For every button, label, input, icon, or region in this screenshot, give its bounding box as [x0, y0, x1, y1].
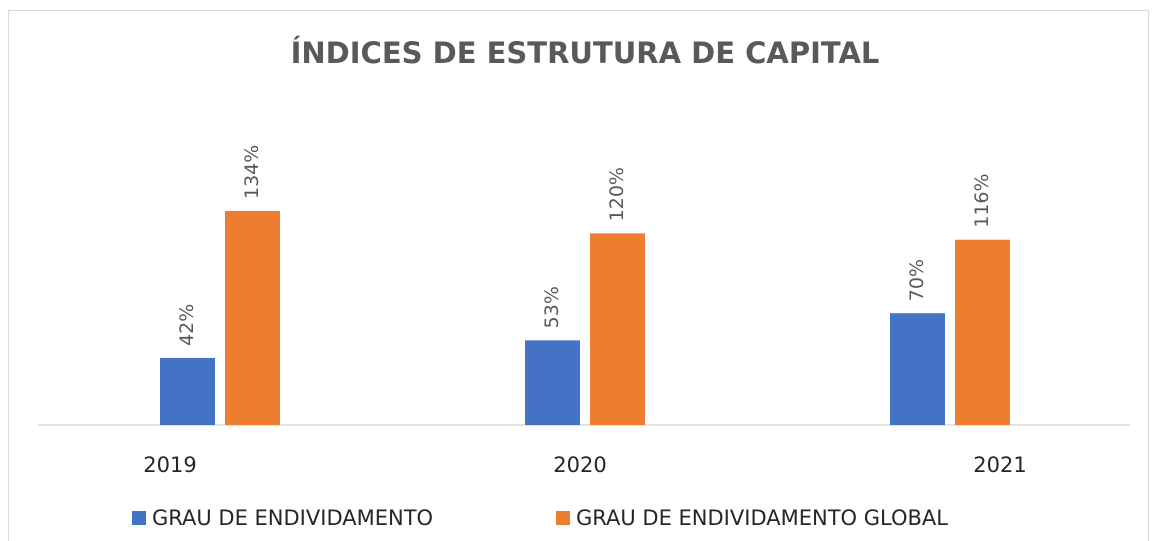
data-label: 134%: [241, 145, 263, 199]
bar: [225, 211, 280, 425]
bar: [955, 239, 1010, 425]
x-tick-label: 2020: [553, 453, 606, 477]
legend-swatch: [556, 511, 570, 525]
x-tick-label: 2019: [143, 453, 196, 477]
data-label: 116%: [971, 173, 993, 227]
chart-title: ÍNDICES DE ESTRUTURA DE CAPITAL: [291, 36, 880, 70]
bar: [890, 313, 945, 425]
data-label: 120%: [606, 167, 628, 221]
data-label: 53%: [541, 286, 563, 328]
legend-swatch: [132, 511, 146, 525]
legend-label: GRAU DE ENDIVIDAMENTO GLOBAL: [576, 506, 948, 530]
bar: [525, 340, 580, 425]
legend-label: GRAU DE ENDIVIDAMENTO: [152, 506, 433, 530]
data-label: 42%: [176, 304, 198, 346]
bar: [160, 357, 215, 425]
data-label: 70%: [906, 259, 928, 301]
bar: [590, 233, 645, 425]
x-tick-label: 2021: [973, 453, 1026, 477]
chart-border: [8, 10, 1149, 541]
